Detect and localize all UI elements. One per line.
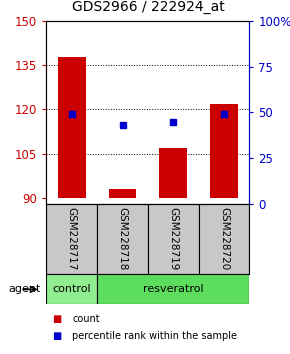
- Text: GSM228719: GSM228719: [168, 207, 178, 271]
- Text: percentile rank within the sample: percentile rank within the sample: [72, 331, 238, 341]
- Bar: [210, 104, 238, 198]
- Text: GSM228718: GSM228718: [117, 207, 128, 271]
- Bar: [148, 204, 199, 274]
- Bar: [159, 148, 187, 198]
- Text: GSM228717: GSM228717: [67, 207, 77, 271]
- Bar: [108, 189, 137, 198]
- Bar: [46, 204, 97, 274]
- Text: ■: ■: [52, 314, 61, 324]
- Text: count: count: [72, 314, 100, 324]
- Text: control: control: [52, 284, 91, 295]
- Text: agent: agent: [8, 284, 41, 295]
- Text: GDS2966 / 222924_at: GDS2966 / 222924_at: [72, 0, 224, 14]
- Text: GSM228720: GSM228720: [219, 207, 229, 270]
- Bar: [199, 204, 249, 274]
- Bar: [97, 274, 249, 304]
- Text: resveratrol: resveratrol: [143, 284, 204, 295]
- Text: ■: ■: [52, 331, 61, 341]
- Bar: [97, 204, 148, 274]
- Bar: [58, 57, 86, 198]
- Bar: [46, 274, 97, 304]
